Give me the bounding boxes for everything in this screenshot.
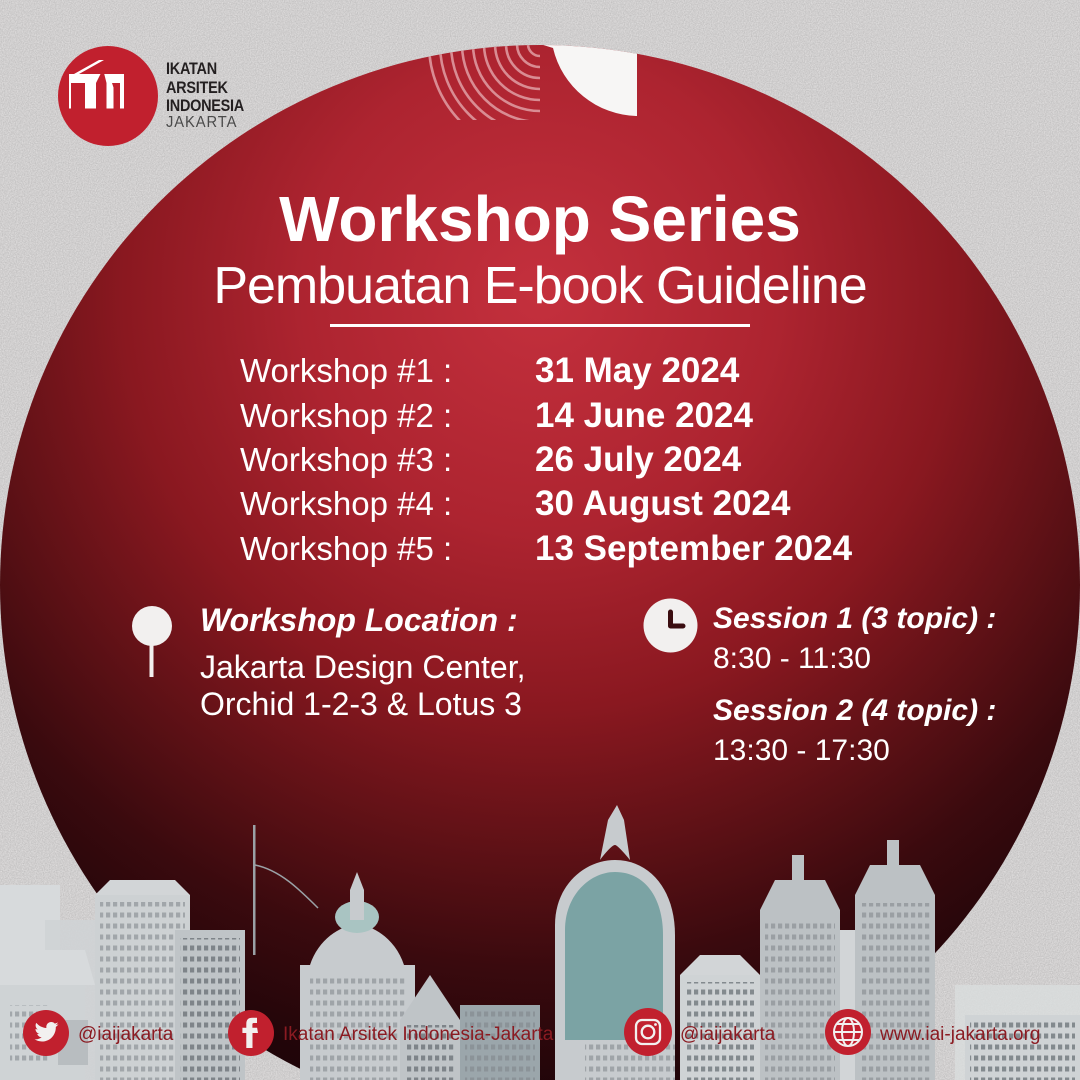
svg-text:www.iai-jakarta.org: www.iai-jakarta.org bbox=[879, 1024, 1041, 1045]
svg-text:@iaijakarta: @iaijakarta bbox=[680, 1024, 776, 1045]
svg-text:@iaijakarta: @iaijakarta bbox=[78, 1024, 174, 1045]
svg-text:Ikatan Arsitek Indonesia-Jakar: Ikatan Arsitek Indonesia-Jakarta bbox=[283, 1024, 554, 1045]
